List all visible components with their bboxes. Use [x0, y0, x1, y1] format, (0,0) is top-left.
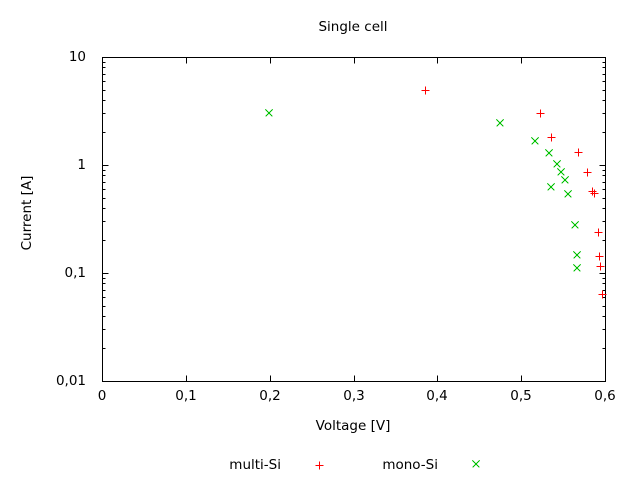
chart-title: Single cell	[318, 19, 388, 35]
y-axis-title: Current [A]	[19, 175, 35, 251]
y-tick-label: 1	[77, 157, 86, 173]
y-tick-label: 0,1	[64, 265, 86, 281]
series-points-multi-Si	[315, 86, 607, 470]
x-axis-title: Voltage [V]	[315, 418, 391, 434]
x-tick-label: 0,3	[343, 388, 365, 404]
y-tick-label: 0,01	[55, 373, 86, 389]
x-tick-label: 0,5	[510, 388, 532, 404]
y-major-ticks	[102, 57, 606, 382]
x-tick-label: 0,4	[426, 388, 448, 404]
y-tick-label: 10	[68, 49, 86, 65]
x-ticks	[102, 57, 606, 382]
y-minor-ticks	[102, 62, 606, 349]
x-tick-label: 0,6	[594, 388, 616, 404]
legend-label-mono-si: mono-Si	[382, 457, 438, 473]
x-tick-label: 0,1	[175, 388, 197, 404]
legend-label-multi-si: multi-Si	[229, 457, 281, 473]
x-tick-label: 0,2	[259, 388, 281, 404]
series-points-mono-Si	[265, 109, 581, 468]
x-tick-label: 0	[97, 388, 107, 404]
plot-border	[102, 57, 606, 382]
